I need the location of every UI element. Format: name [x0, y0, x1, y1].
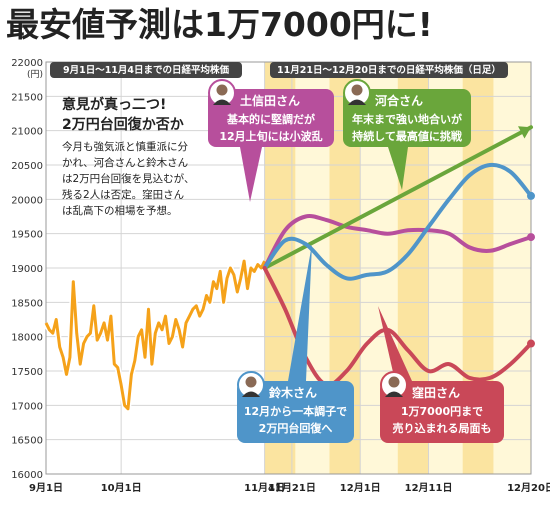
callout-comment: 1万7000円まで — [401, 405, 483, 418]
callout-comment: 売り込まれる局面も — [393, 421, 492, 435]
y-tick-label: 22000 — [11, 58, 43, 69]
y-tick-label: 21500 — [11, 92, 43, 103]
callout-box — [237, 381, 354, 443]
nikkei-line — [44, 259, 266, 411]
headline: 最安値予測は1万7000円に! — [6, 5, 433, 44]
callout-comment: 12月上旬には小波乱 — [219, 129, 322, 143]
y-tick-label: 17500 — [11, 367, 43, 378]
past-section-label-bg — [50, 62, 242, 78]
callout-name: 窪田さん — [412, 385, 460, 400]
avatar-head — [245, 376, 257, 388]
y-tick-label: 21000 — [11, 127, 43, 138]
y-tick-label: 16500 — [11, 436, 43, 447]
avatar-body — [348, 99, 366, 105]
avatar-head — [388, 376, 400, 388]
x-tick-label: 12月11日 — [405, 482, 453, 494]
callout-tail — [288, 244, 312, 381]
forecast-line-3 — [262, 162, 533, 281]
avatar-head — [351, 84, 363, 96]
forecast-arrowhead-2 — [518, 126, 531, 139]
y-tick-label: 20000 — [11, 195, 43, 206]
y-tick-label: 16000 — [11, 470, 43, 481]
y-tick-label: 19500 — [11, 230, 43, 241]
y-tick-label: 19000 — [11, 264, 43, 275]
note-title-line2: 2万円台回復か否か — [62, 116, 184, 133]
x-tick-label: 12月1日 — [340, 482, 381, 494]
callout-comment: 年末まで強い地合いが — [352, 112, 462, 126]
y-tick-label: 17000 — [11, 401, 43, 412]
forecast-end-3 — [527, 191, 535, 200]
callout-box — [208, 89, 334, 147]
callout-tail — [378, 306, 412, 381]
callout-comment: 基本的に堅調だが — [226, 112, 315, 126]
forecast-line-4 — [262, 266, 533, 388]
x-tick-label: 11月21日 — [268, 482, 316, 494]
x-tick-label: 12月20日 — [507, 482, 550, 494]
y-tick-label: 18500 — [11, 298, 43, 309]
forecast-section-label-bg — [270, 62, 508, 78]
x-tick-label: 10月1日 — [101, 482, 142, 494]
forecast-section-label: 11月21日〜12月20日までの日経平均株価（日足） — [277, 64, 501, 76]
note-body-line: 今月も強気派と慎重派に分 — [62, 140, 188, 153]
y-tick-label: 20500 — [11, 161, 43, 172]
note-body-line: は2万円台回復を見込むが、 — [62, 172, 194, 185]
x-tick-label: 11月4日 — [244, 482, 285, 494]
note-body-line: かれ、河合さんと鈴木さん — [62, 156, 188, 169]
past-section-label: 9月1日〜11月4日までの日経平均株価 — [63, 64, 230, 76]
forecast-end-1 — [527, 233, 535, 242]
y-tick-label: 18000 — [11, 333, 43, 344]
callout-name: 鈴木さん — [269, 385, 317, 400]
callout-comment: 12月から一本調子で — [244, 404, 347, 418]
callout-name: 土信田さん — [240, 93, 300, 108]
callout-tail — [240, 147, 262, 202]
callout-name: 河合さん — [374, 93, 423, 108]
callout-box — [343, 89, 471, 147]
forecast-end-4 — [527, 339, 535, 348]
note-body-line: 残る2人は否定。窪田さん — [62, 188, 184, 201]
note-body-line: は乱高下の相場を予想。 — [62, 204, 178, 217]
avatar-body — [213, 99, 231, 105]
note-title-line1: 意見が真っ二つ! — [62, 96, 166, 113]
avatar-body — [242, 391, 260, 397]
avatar-body — [385, 391, 403, 397]
y-unit: (円) — [27, 69, 43, 80]
callout-tail — [388, 147, 408, 190]
callout-comment: 2万円台回復へ — [259, 421, 333, 435]
callout-comment: 持続して最高値に挑戦 — [352, 129, 463, 143]
avatar-head — [216, 84, 228, 96]
x-tick-label: 9月1日 — [29, 482, 63, 494]
forecast-line-1 — [262, 214, 533, 270]
callout-box — [380, 381, 504, 443]
